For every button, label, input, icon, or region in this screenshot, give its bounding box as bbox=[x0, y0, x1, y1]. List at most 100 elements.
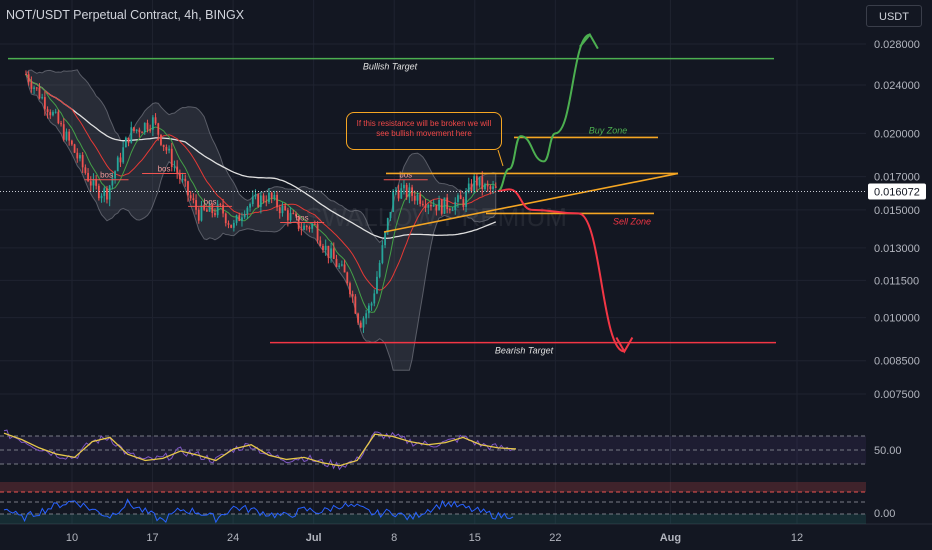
candle-body bbox=[235, 215, 238, 223]
candle-body bbox=[448, 209, 451, 211]
projection-paths bbox=[497, 32, 634, 354]
time-axis[interactable]: 10 17 24 Jul 8 15 22 Aug 12 bbox=[0, 523, 932, 544]
candle-body bbox=[451, 210, 454, 212]
candle-body bbox=[343, 264, 346, 273]
candle-body bbox=[381, 245, 384, 263]
candle-body bbox=[208, 204, 211, 212]
candle-body bbox=[384, 232, 386, 246]
osc-lower-zone bbox=[0, 514, 866, 524]
candle-body bbox=[189, 195, 192, 199]
candle-body bbox=[289, 212, 292, 221]
currency-selector[interactable]: USDT bbox=[866, 5, 922, 27]
candle-body bbox=[473, 176, 476, 192]
candle-body bbox=[340, 264, 343, 266]
candle-body bbox=[133, 127, 135, 131]
candle-body bbox=[370, 303, 373, 306]
candle-body bbox=[405, 184, 408, 198]
candle-body bbox=[224, 213, 227, 224]
candle-body bbox=[119, 157, 122, 163]
candle-body bbox=[170, 148, 173, 167]
candle-body bbox=[89, 181, 92, 186]
price-tick-label: 0.013000 bbox=[874, 243, 920, 255]
candle-body bbox=[130, 127, 133, 143]
candle-body bbox=[386, 218, 389, 233]
candle-body bbox=[443, 197, 446, 214]
moving-average-slow bbox=[25, 73, 497, 239]
candle-body bbox=[160, 134, 162, 145]
candle-body bbox=[276, 194, 278, 208]
candle-body bbox=[257, 194, 260, 207]
candle-body bbox=[327, 245, 330, 258]
candle-body bbox=[30, 82, 33, 89]
candle-body bbox=[200, 205, 203, 221]
candle-body bbox=[162, 144, 165, 147]
price-tick-label: 0.011500 bbox=[874, 275, 919, 287]
candle-body bbox=[241, 217, 243, 221]
candle-body bbox=[376, 276, 378, 294]
candle-body bbox=[346, 272, 349, 284]
candle-body bbox=[62, 124, 65, 140]
candle-body bbox=[324, 245, 327, 251]
candle-body bbox=[367, 305, 370, 314]
candle-body bbox=[76, 152, 79, 159]
candle-body bbox=[205, 209, 208, 212]
candle-body bbox=[70, 140, 73, 145]
candle-body bbox=[141, 132, 143, 134]
candle-body bbox=[475, 176, 478, 186]
candle-body bbox=[494, 186, 497, 188]
candle-body bbox=[492, 186, 494, 189]
candle-body bbox=[79, 154, 81, 159]
candle-body bbox=[114, 171, 116, 179]
bearish-arrowhead bbox=[615, 337, 634, 354]
candle-body bbox=[249, 204, 251, 208]
candle-body bbox=[54, 111, 57, 113]
candle-body bbox=[338, 265, 341, 267]
candle-body bbox=[65, 131, 68, 140]
candle-body bbox=[143, 122, 146, 133]
candle-body bbox=[254, 194, 257, 197]
candle-body bbox=[403, 184, 405, 189]
rsi-average-line bbox=[3, 432, 517, 467]
current-price-badge bbox=[868, 183, 926, 200]
time-tick-label: 10 bbox=[66, 532, 78, 544]
candle-body bbox=[416, 194, 419, 201]
bos-label: bos bbox=[399, 171, 412, 180]
candle-body bbox=[197, 209, 200, 221]
time-tick-label: 24 bbox=[227, 532, 239, 544]
candle-body bbox=[60, 123, 62, 125]
candle-body bbox=[481, 176, 484, 189]
candle-body bbox=[373, 293, 376, 304]
candle-body bbox=[116, 157, 119, 172]
candle-body bbox=[365, 313, 368, 319]
candle-body bbox=[308, 227, 311, 229]
candle-body bbox=[273, 194, 276, 199]
price-tick-label: 0.010000 bbox=[874, 313, 920, 325]
time-tick-label: 22 bbox=[549, 532, 561, 544]
candle-body bbox=[470, 183, 473, 192]
candle-body bbox=[87, 172, 89, 182]
oscillator-line bbox=[3, 498, 514, 524]
price-tick-label: 0.008500 bbox=[874, 356, 920, 368]
candle-body bbox=[408, 187, 411, 198]
candle-body bbox=[111, 178, 114, 186]
candle-body bbox=[440, 199, 443, 214]
candle-body bbox=[262, 195, 265, 202]
candle-body bbox=[230, 224, 233, 228]
time-tick-label: 8 bbox=[391, 532, 397, 544]
candle-body bbox=[122, 147, 125, 163]
candle-body bbox=[303, 225, 305, 230]
candle-body bbox=[176, 166, 179, 173]
candle-body bbox=[49, 112, 52, 116]
candle-body bbox=[265, 201, 268, 203]
candle-body bbox=[457, 195, 459, 202]
price-axis[interactable]: 0.028000 0.024000 0.020000 0.017000 0.015000… bbox=[0, 39, 926, 401]
rsi-pane: 50.00 bbox=[0, 429, 902, 471]
candle-body bbox=[378, 262, 381, 277]
candle-body bbox=[292, 212, 295, 214]
candle-body bbox=[68, 131, 71, 141]
candle-body bbox=[486, 184, 489, 187]
bullish-target-label: Bullish Target bbox=[363, 62, 418, 72]
candle-body bbox=[33, 87, 35, 89]
candle-body bbox=[157, 123, 160, 135]
